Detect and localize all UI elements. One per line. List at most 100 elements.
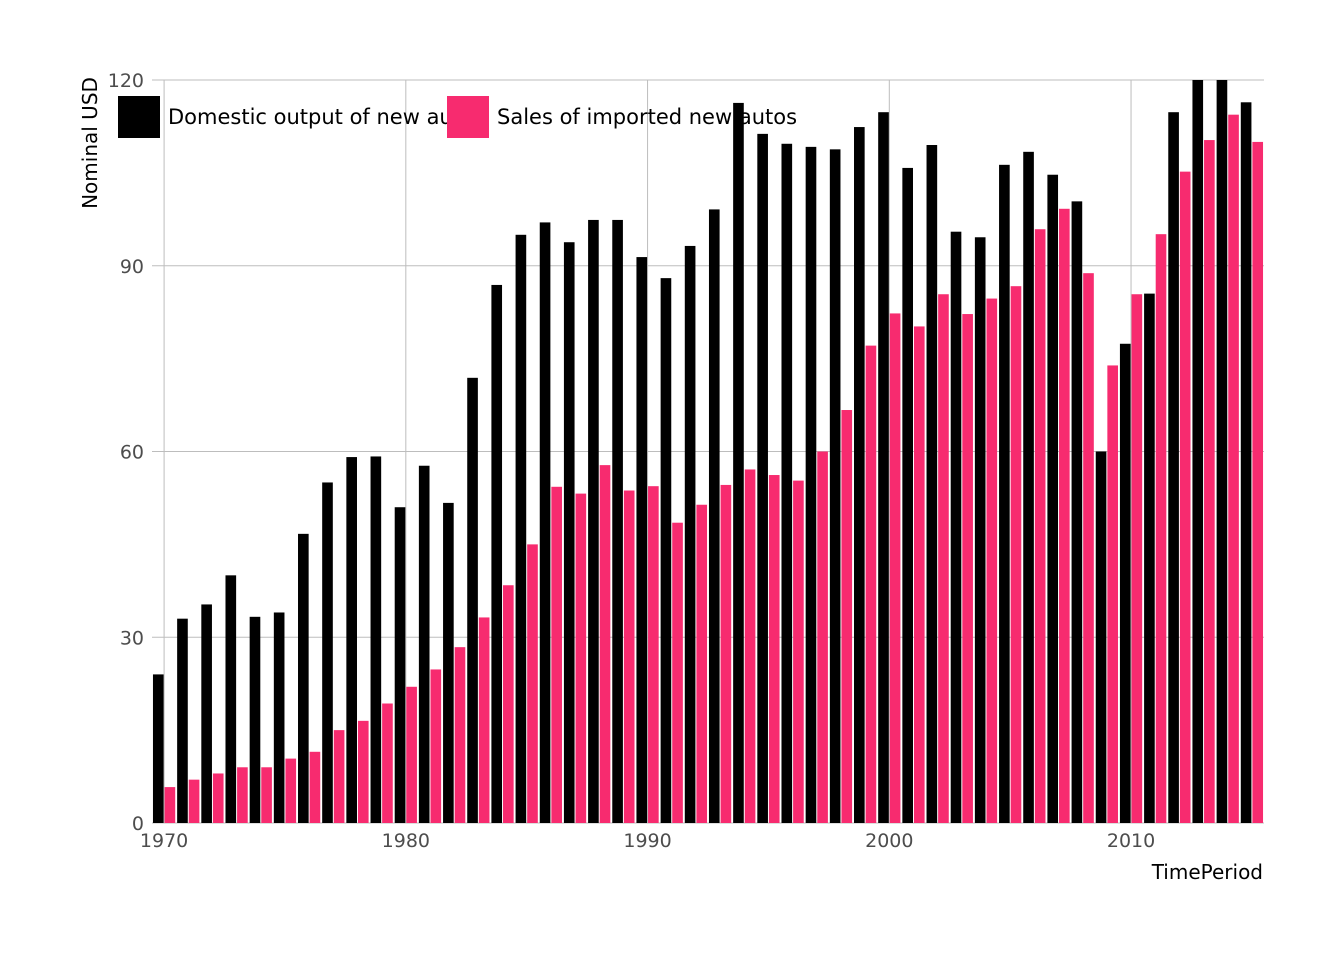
legend-swatch-imported <box>447 96 489 138</box>
bar-domestic-1986 <box>539 222 551 824</box>
bar-domestic-1993 <box>708 209 720 824</box>
x-tick-label: 2010 <box>1107 830 1155 852</box>
bar-imported-2015 <box>1252 141 1264 823</box>
bar-domestic-1998 <box>829 149 841 823</box>
bar-domestic-2010 <box>1119 343 1131 823</box>
bar-imported-1982 <box>454 647 466 823</box>
bar-imported-1972 <box>212 773 224 823</box>
x-axis-ticks: 1970 1980 1990 2000 2010 <box>140 830 1155 852</box>
bar-imported-1998 <box>841 410 853 823</box>
bar-imported-2001 <box>913 326 925 823</box>
bar-imported-2003 <box>962 314 973 823</box>
bar-imported-2013 <box>1204 140 1215 823</box>
bar-domestic-1981 <box>418 465 430 823</box>
bar-imported-1997 <box>817 451 828 823</box>
legend-label-imported: Sales of imported new autos <box>497 105 797 129</box>
bar-domestic-1980 <box>394 507 406 823</box>
bar-imported-1977 <box>333 730 345 823</box>
bar-imported-1973 <box>237 767 248 823</box>
bar-domestic-1979 <box>370 456 382 823</box>
bar-domestic-1978 <box>346 457 357 823</box>
bar-domestic-2001 <box>902 167 913 824</box>
bar-domestic-1970 <box>152 674 164 823</box>
bar-imported-1981 <box>430 669 442 823</box>
bar-imported-1989 <box>623 490 635 823</box>
bar-imported-1983 <box>478 617 490 823</box>
bar-imported-2007 <box>1059 208 1070 823</box>
x-axis-title: TimePeriod <box>1151 860 1263 884</box>
bar-domestic-1971 <box>177 618 188 823</box>
bar-imported-1991 <box>672 522 683 823</box>
y-tick-label: 120 <box>108 70 144 92</box>
bar-domestic-2000 <box>878 112 889 824</box>
bar-domestic-1984 <box>491 284 503 823</box>
legend: Domestic output of new autos Sales of im… <box>118 96 797 138</box>
y-tick-label: 90 <box>120 256 144 278</box>
bar-imported-1994 <box>744 469 756 823</box>
x-tick-label: 1990 <box>623 830 671 852</box>
x-tick-label: 2000 <box>865 830 913 852</box>
grid <box>152 79 1264 824</box>
bar-domestic-2011 <box>1144 293 1155 823</box>
bar-imported-2014 <box>1228 114 1239 823</box>
bar-domestic-1973 <box>225 575 237 823</box>
bar-imported-2006 <box>1034 229 1046 823</box>
bar-imported-1980 <box>406 686 417 823</box>
bar-domestic-2007 <box>1047 174 1059 824</box>
bar-imported-1999 <box>865 345 877 823</box>
bar-domestic-2002 <box>926 145 938 823</box>
bar-imported-1987 <box>575 493 587 823</box>
bar-imported-1971 <box>188 779 200 823</box>
bar-imported-1986 <box>551 486 562 823</box>
bar-domestic-1988 <box>588 219 599 824</box>
x-tick-label: 1980 <box>382 830 430 852</box>
bar-imported-2009 <box>1107 365 1118 823</box>
bar-imported-2004 <box>986 298 998 824</box>
y-tick-label: 30 <box>120 627 144 649</box>
bar-domestic-1996 <box>781 143 793 823</box>
bar-domestic-2008 <box>1071 201 1083 823</box>
bar-domestic-1994 <box>733 102 744 823</box>
bar-imported-1975 <box>285 758 297 823</box>
bar-imported-2000 <box>889 313 901 823</box>
bar-imported-1979 <box>382 703 393 823</box>
bar-domestic-2004 <box>974 237 986 824</box>
bar-imported-1996 <box>793 480 804 823</box>
bar-imported-2008 <box>1083 273 1094 823</box>
bar-domestic-1989 <box>612 219 623 824</box>
bar-domestic-1987 <box>563 242 575 823</box>
bar-imported-1988 <box>599 465 611 823</box>
bar-imported-2005 <box>1010 286 1022 823</box>
y-axis-ticks: 0 30 60 90 120 <box>108 70 144 835</box>
bar-imported-2012 <box>1179 171 1191 824</box>
bar-domestic-2013 <box>1192 80 1204 823</box>
bar-domestic-1992 <box>684 245 696 824</box>
bar-domestic-2009 <box>1095 451 1107 823</box>
y-tick-label: 0 <box>132 813 144 835</box>
y-axis-title: Nominal USD <box>78 77 102 209</box>
bar-domestic-2012 <box>1168 112 1179 824</box>
bar-domestic-1997 <box>805 146 817 823</box>
bar-domestic-2003 <box>950 231 962 824</box>
bar-domestic-1977 <box>322 482 333 823</box>
bar-imported-1995 <box>768 475 780 823</box>
legend-swatch-domestic <box>118 96 160 138</box>
bar-domestic-2015 <box>1240 102 1252 824</box>
bar-imported-2010 <box>1131 294 1143 823</box>
bar-imported-1985 <box>527 544 538 823</box>
bar-domestic-1999 <box>854 127 865 824</box>
bar-domestic-2005 <box>999 164 1010 824</box>
bar-imported-1974 <box>261 767 272 823</box>
bar-domestic-1972 <box>201 604 212 823</box>
bar-domestic-1990 <box>636 257 648 823</box>
bar-domestic-1991 <box>660 278 672 824</box>
bar-imported-1993 <box>720 484 732 823</box>
bar-domestic-1995 <box>757 133 768 823</box>
bar-imported-1970 <box>164 787 176 823</box>
bar-imported-1976 <box>309 751 321 823</box>
bar-imported-2002 <box>938 294 949 823</box>
bar-imported-1984 <box>503 585 514 823</box>
bar-imported-1978 <box>357 720 369 823</box>
bar-domestic-1985 <box>515 234 527 823</box>
